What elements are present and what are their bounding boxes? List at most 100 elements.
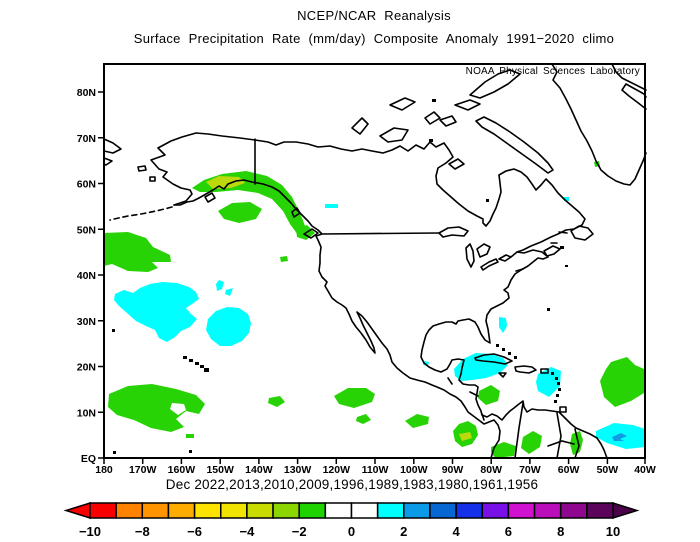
hawaii-speck [189, 359, 193, 362]
page-subtitle: Surface Precipitation Rate (mm/day) Comp… [133, 31, 615, 46]
colorbar-cell [193, 502, 222, 519]
border-honduras-nicaragua [469, 391, 479, 397]
st-lawrence-link [510, 251, 518, 258]
cyan-dash-55n-122w [325, 204, 338, 208]
colorbar-tick: −8 [135, 524, 150, 539]
yellowgreen-core-5n-88w [459, 432, 472, 441]
island-st-lawrence [137, 165, 147, 172]
island-nunivak [149, 176, 156, 182]
colorbar-tick: −6 [187, 524, 202, 539]
belcher-speck [486, 199, 489, 202]
island-puerto-rico [540, 368, 549, 374]
lat-label: 80N [77, 87, 96, 99]
colorbar-right-arrow [612, 501, 640, 520]
island-kodiak [204, 192, 216, 203]
colorbar-cell [403, 502, 431, 519]
colorbar-cell [246, 502, 274, 519]
island-queen-charlotte [291, 207, 301, 218]
lat-label: 30N [77, 316, 96, 328]
green-blob-tropical-west [108, 384, 205, 432]
colorbar-cell [350, 502, 379, 519]
lon-label: 160W [168, 464, 196, 476]
colorbar-cell [141, 502, 170, 519]
green-dot-12n-136w [268, 396, 285, 407]
island-prince-of-wales [424, 111, 441, 125]
page-title: NCEP/NCAR Reanalysis [297, 8, 451, 23]
island-long-island [515, 268, 524, 272]
colorbar [63, 501, 640, 520]
green-blob-13n-115w [334, 388, 375, 408]
negative-anomaly-green-blobs [104, 161, 644, 458]
lat-label: 60N [77, 179, 96, 191]
island-victoria [379, 127, 409, 143]
green-blob-ne-pacific [104, 232, 171, 272]
lake-superior [438, 226, 469, 238]
island-anticosti [558, 231, 568, 234]
border-guatemala [447, 377, 453, 385]
colorbar-cell [586, 502, 614, 519]
colorbar-left-arrow [63, 501, 91, 520]
island-banks [351, 117, 369, 135]
green-blob-guyana [570, 431, 583, 455]
antilles-speck [558, 388, 561, 391]
island-vancouver [303, 228, 319, 239]
lat-label: EQ [81, 453, 96, 465]
colorbar-tick: 2 [400, 524, 407, 539]
sable-speck [565, 265, 568, 267]
green-blob-gulf-ak-south [218, 202, 262, 223]
latitude-axis-labels: 80N 70N 60N 50N 40N 30N 20N 10N EQ [77, 87, 96, 465]
lon-label: 70W [519, 464, 541, 476]
colorbar-tick: 10 [606, 524, 620, 539]
lon-label: 90W [442, 464, 464, 476]
island-devon [454, 99, 481, 111]
midway-speck [112, 329, 115, 332]
cyan-blob-cuba-caribbean [454, 353, 508, 381]
lat-label: 70N [77, 133, 96, 145]
hawaii-speck [204, 368, 209, 372]
colorbar-tick: 0 [348, 524, 355, 539]
island-cuba [474, 353, 513, 365]
lon-label: 130W [284, 464, 312, 476]
colorbar-cell [272, 502, 300, 519]
island-southampton [448, 158, 465, 170]
colorbar-cell [167, 502, 196, 519]
antilles-speck [556, 394, 559, 397]
colorbar-tick: −4 [239, 524, 255, 539]
island-jamaica [498, 372, 507, 378]
lon-label: 170W [129, 464, 157, 476]
colorbar-tick-labels: −10 −8 −6 −4 −2 0 2 4 6 8 10 [79, 524, 620, 539]
lon-label: 110W [362, 464, 389, 476]
colorbar-cell [481, 502, 510, 519]
yellowgreen-patch-alaska [206, 176, 245, 189]
green-blob-tropical-atlantic [600, 357, 644, 407]
lon-label: 120W [323, 464, 351, 476]
lat-label: 40N [77, 270, 96, 282]
island-nova-scotia [543, 245, 561, 257]
lon-label: 60W [558, 464, 580, 476]
colorbar-cell [115, 502, 144, 519]
lake-huron [476, 243, 491, 258]
island-somerset [439, 115, 457, 127]
lon-label: 100W [400, 464, 428, 476]
border-colombia-venezuela [514, 402, 524, 459]
lon-label: 140W [245, 464, 273, 476]
colorbar-cell [507, 502, 536, 519]
lat-label: 20N [77, 362, 96, 374]
colorbar-tick: −10 [79, 524, 101, 539]
colorbar-cell [89, 502, 117, 519]
coast-arctic-east [150, 132, 608, 459]
green-blob-nicaragua [478, 385, 500, 405]
cyan-sliver-atlantic-29n [499, 317, 507, 333]
island-trinidad [559, 406, 567, 413]
composite-years-caption: Dec 2022,2013,2010,2009,1996,1989,1983,1… [165, 477, 539, 492]
latitude-ticks [98, 91, 104, 459]
lon-label: 80W [480, 464, 502, 476]
island-melville [389, 97, 416, 111]
island-newfoundland [570, 225, 594, 241]
coast-greenland-west [551, 63, 647, 186]
island-specks [112, 99, 568, 454]
border-brazil-north [547, 440, 575, 447]
lake-erie [480, 258, 499, 271]
